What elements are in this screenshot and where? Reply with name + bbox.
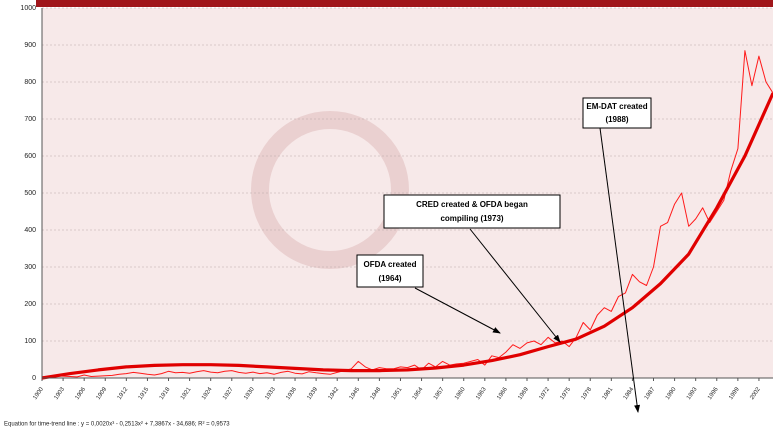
header-bar [36,0,773,7]
annotation-text: CRED created & OFDA began [416,200,528,209]
y-tick-label: 0 [32,375,36,382]
y-tick-label: 100 [24,338,36,345]
y-tick-label: 900 [24,42,36,49]
y-tick-label: 600 [24,153,36,160]
y-tick-label: 700 [24,116,36,123]
annotation-text: (1964) [378,274,401,283]
y-tick-label: 500 [24,190,36,197]
annotation-text: OFDA created [363,260,416,269]
y-tick-label: 800 [24,79,36,86]
chart: EM-DAT created (1988) CRED created & OFD… [0,0,773,434]
footnote: Equation for time-trend line : y = 0,002… [4,422,230,428]
y-tick-label: 1000 [20,5,36,12]
annotation-text: compiling (1973) [440,214,503,223]
y-tick-label: 400 [24,227,36,234]
y-tick-label: 300 [24,264,36,271]
annotation-text: EM-DAT created [586,102,647,111]
y-tick-label: 200 [24,301,36,308]
annotation-text: (1988) [605,115,628,124]
